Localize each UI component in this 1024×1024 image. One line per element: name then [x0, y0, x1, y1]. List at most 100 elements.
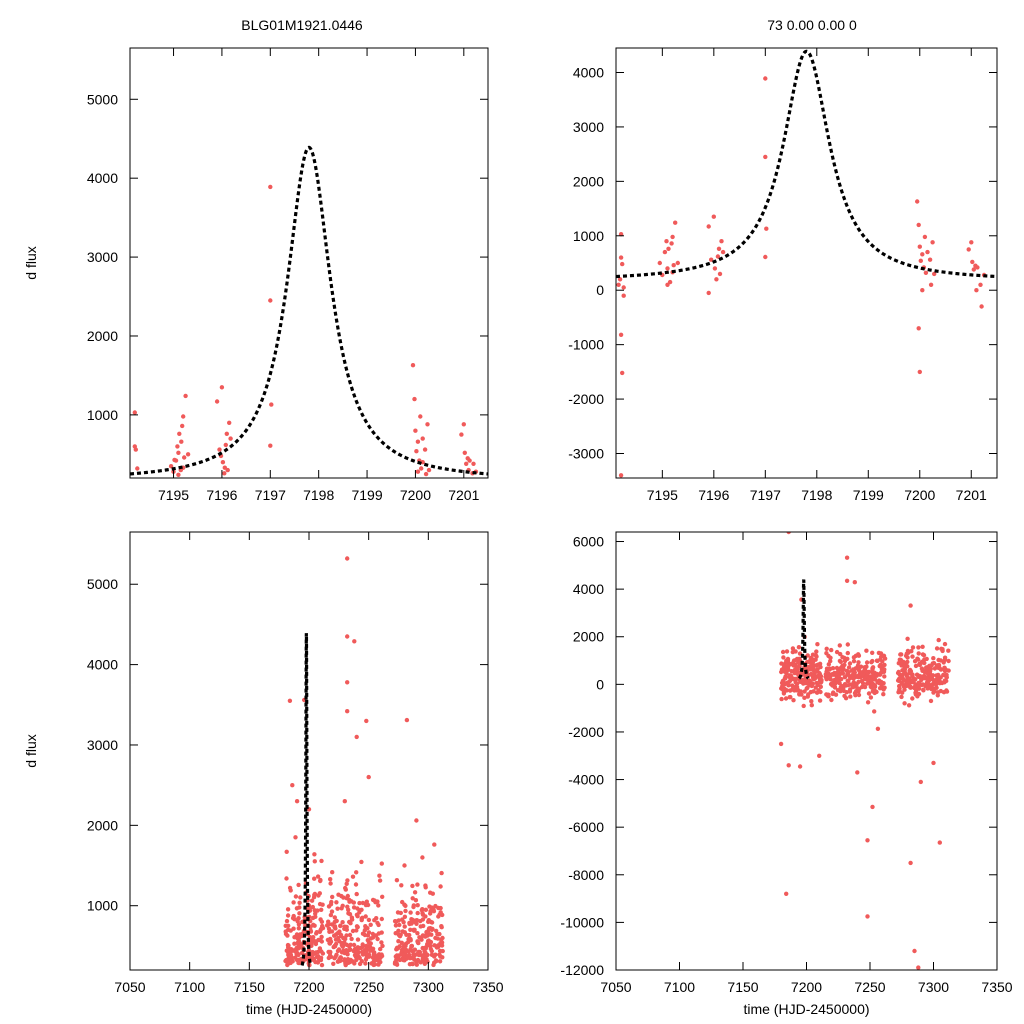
data-point [881, 687, 886, 692]
data-point [408, 938, 413, 943]
data-point [334, 900, 339, 905]
data-point [423, 471, 429, 477]
data-point [866, 691, 872, 696]
data-point [268, 298, 273, 303]
data-point [308, 929, 314, 934]
data-point [379, 940, 384, 945]
data-point [291, 900, 296, 905]
data-point [856, 692, 862, 698]
data-point [835, 688, 841, 693]
data-point [379, 916, 384, 922]
model-curve [130, 145, 488, 476]
data-point [350, 928, 356, 934]
data-point [428, 890, 433, 895]
data-point [913, 690, 918, 695]
data-point [318, 877, 323, 883]
data-point [404, 717, 410, 723]
data-point [706, 290, 711, 296]
data-point [368, 945, 373, 950]
data-point [810, 652, 816, 657]
data-point [847, 689, 853, 694]
data-point [380, 943, 385, 949]
data-point [350, 874, 356, 879]
data-point [832, 681, 837, 686]
data-point [352, 639, 357, 644]
x-tick-label: 7050 [114, 979, 145, 995]
data-point [877, 663, 882, 669]
y-tick-label: 1000 [573, 228, 604, 244]
data-point [309, 898, 315, 903]
data-point [938, 667, 944, 672]
data-point [786, 663, 791, 669]
data-point [940, 648, 945, 654]
data-point [268, 184, 273, 190]
data-point [810, 659, 816, 665]
model-curve [616, 49, 997, 279]
data-point [779, 669, 784, 675]
data-point [434, 928, 439, 934]
data-point [317, 929, 323, 934]
data-point [422, 959, 427, 964]
data-point [423, 907, 429, 912]
data-point [345, 634, 350, 639]
data-point [421, 923, 426, 929]
y-tick-label: 2000 [573, 629, 604, 645]
data-point [870, 650, 875, 655]
data-point [928, 282, 934, 287]
data-point [425, 422, 430, 427]
data-point [880, 659, 885, 664]
data-point [899, 694, 904, 700]
data-point [803, 677, 808, 682]
data-point [399, 940, 404, 945]
data-point [366, 917, 372, 923]
data-point [898, 657, 904, 663]
x-tick-label: 7196 [206, 487, 237, 503]
y-tick-label: 1000 [87, 407, 118, 423]
data-point [923, 683, 928, 689]
data-point [179, 439, 184, 444]
data-point [975, 265, 980, 270]
plot-frame [615, 531, 998, 971]
data-point [288, 888, 293, 893]
data-point [842, 675, 848, 680]
data-point [817, 671, 822, 677]
data-point [355, 924, 360, 930]
data-point [433, 935, 438, 941]
data-point [784, 891, 789, 896]
data-point [427, 904, 432, 909]
data-point [294, 957, 300, 963]
x-tick-label: 7150 [234, 979, 265, 995]
data-point [428, 908, 433, 914]
data-point [314, 931, 319, 936]
data-point [803, 673, 808, 678]
data-point [936, 637, 941, 643]
data-point [806, 692, 811, 697]
data-point [337, 929, 342, 934]
data-point [399, 883, 404, 888]
data-point [439, 937, 444, 942]
data-point [847, 661, 853, 666]
data-point [617, 277, 623, 282]
data-point [868, 684, 873, 689]
data-point [363, 957, 369, 962]
data-point [865, 838, 870, 843]
data-point [842, 693, 847, 699]
data-point [403, 947, 409, 953]
data-point [394, 878, 400, 883]
data-point [665, 282, 670, 287]
y-tick-label: 3000 [87, 249, 118, 265]
data-point [908, 860, 913, 866]
data-point [910, 654, 915, 659]
data-point [333, 932, 339, 937]
data-point [336, 947, 342, 952]
data-point [396, 918, 401, 923]
data-point [312, 892, 317, 898]
data-point [345, 709, 350, 714]
data-point [921, 687, 926, 692]
data-point [408, 910, 413, 915]
data-point [176, 450, 181, 455]
data-point [706, 224, 711, 229]
data-point [828, 658, 833, 664]
data-point [459, 432, 464, 437]
data-point [818, 689, 823, 695]
